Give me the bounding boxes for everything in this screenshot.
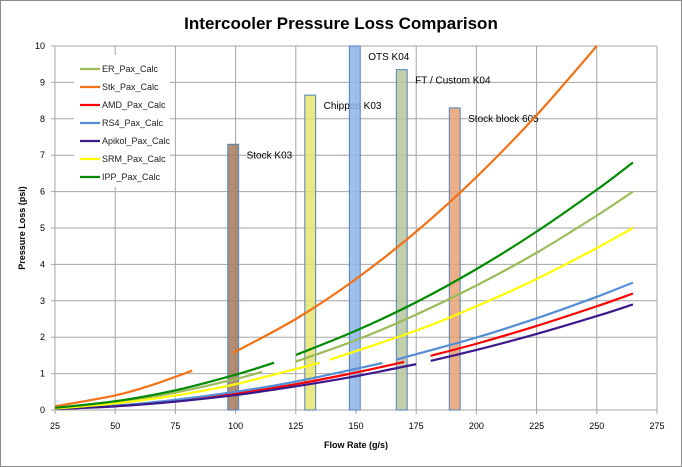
series-line-srm-pax-calc	[329, 227, 634, 361]
y-axis-label: Pressure Loss (psi)	[17, 186, 27, 270]
y-tick-label: 9	[40, 77, 45, 87]
x-tick-label: 200	[469, 421, 484, 431]
series-line-ipp-pax-calc	[295, 161, 634, 357]
x-tick-label: 25	[50, 421, 60, 431]
series-line-apikol-pax-calc	[54, 363, 417, 411]
series-line-stk-pax-calc	[232, 45, 598, 354]
bar-label: Stock block 605	[468, 114, 539, 125]
y-tick-label: 2	[40, 332, 45, 342]
x-tick-label: 100	[228, 421, 243, 431]
bar	[227, 143, 240, 411]
series-lines	[54, 45, 634, 411]
tick-labels: 25 50 75 100 125 150 175 200 225 250 275 0 1 2 3 4 5 6 7 8 9…	[35, 41, 665, 431]
bar	[304, 94, 317, 411]
legend-label: ER_Pax_Calc	[102, 64, 159, 74]
series-line-rs4-pax-calc	[396, 281, 634, 361]
x-tick-label: 225	[529, 421, 544, 431]
legend-background	[74, 55, 170, 187]
x-tick-label: 175	[409, 421, 424, 431]
y-tick-label: 1	[40, 369, 45, 379]
legend-label: AMD_Pax_Calc	[102, 100, 166, 110]
legend: ER_Pax_Calc Stk_Pax_Calc AMD_Pax_Calc RS4_P…	[74, 55, 171, 187]
legend-label: IPP_Pax_Calc	[102, 172, 161, 182]
x-tick-label: 250	[589, 421, 604, 431]
x-tick-label: 50	[110, 421, 120, 431]
series-line-stk-pax-calc	[54, 369, 193, 408]
y-tick-label: 7	[40, 150, 45, 160]
legend-label: SRM_Pax_Calc	[102, 154, 166, 164]
series-line-apikol-pax-calc	[430, 303, 634, 362]
x-tick-label: 75	[170, 421, 180, 431]
series-line-srm-pax-calc	[54, 361, 321, 410]
series-line-amd-pax-calc	[430, 292, 634, 357]
y-tick-label: 3	[40, 296, 45, 306]
series-line-ipp-pax-calc	[54, 361, 275, 409]
y-tick-label: 5	[40, 223, 45, 233]
y-tick-label: 8	[40, 114, 45, 124]
y-tick-label: 0	[40, 405, 45, 415]
x-axis-label: Flow Rate (g/s)	[324, 440, 388, 450]
bar	[448, 107, 461, 411]
x-tick-label: 150	[348, 421, 363, 431]
x-tick-label: 275	[649, 421, 664, 431]
legend-label: RS4_Pax_Calc	[102, 118, 164, 128]
x-tick-label: 125	[288, 421, 303, 431]
series-line-er-pax-calc	[295, 190, 634, 363]
bar-label: Stock K03	[247, 150, 293, 161]
bar-label: FT / Custom K04	[415, 76, 491, 87]
y-tick-label: 10	[35, 41, 45, 51]
y-tick-label: 6	[40, 187, 45, 197]
bar-label: OTS K04	[368, 52, 410, 63]
chart-title: Intercooler Pressure Loss Comparison	[184, 14, 498, 33]
legend-label: Apikol_Pax_Calc	[102, 136, 171, 146]
y-tick-label: 4	[40, 259, 45, 269]
legend-label: Stk_Pax_Calc	[102, 82, 159, 92]
bar	[348, 45, 361, 411]
